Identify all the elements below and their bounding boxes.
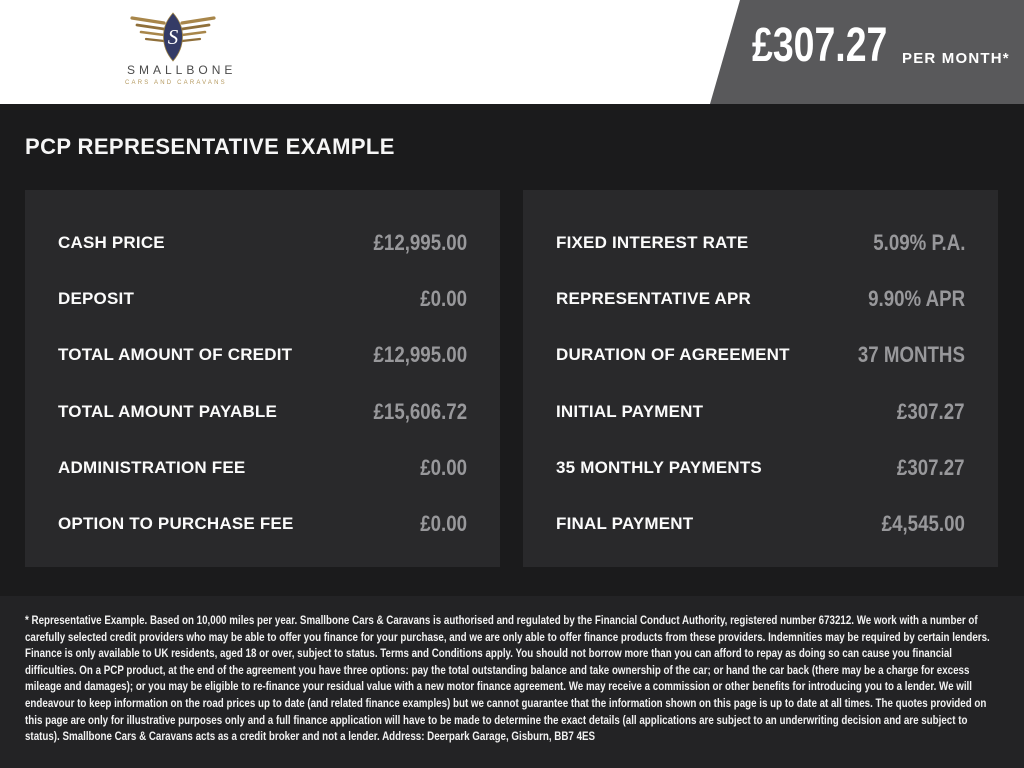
finance-details-panel-right: FIXED INTEREST RATE 5.09% P.A. REPRESENT… xyxy=(523,190,998,567)
page-title: PCP REPRESENTATIVE EXAMPLE xyxy=(25,134,395,159)
finance-row-value: 37 MONTHS xyxy=(857,342,965,368)
finance-row-value: 5.09% P.A. xyxy=(872,230,965,255)
finance-row: CASH PRICE £12,995.00 xyxy=(58,224,467,262)
finance-row-label: OPTION TO PURCHASE FEE xyxy=(58,513,294,533)
finance-row-label: FIXED INTEREST RATE xyxy=(556,233,749,252)
finance-row-value: £12,995.00 xyxy=(373,230,467,255)
finance-row: FIXED INTEREST RATE 5.09% P.A. xyxy=(556,224,965,262)
disclaimer-section: * Representative Example. Based on 10,00… xyxy=(0,596,1024,768)
smallbone-logo: S SMALLBONE CARS AND CARAVANS xyxy=(123,12,237,86)
logo-brand: SMALLBONE xyxy=(127,63,237,77)
finance-row-value: £307.27 xyxy=(897,454,965,480)
finance-row-label: TOTAL AMOUNT OF CREDIT xyxy=(58,345,293,365)
finance-row-value: £0.00 xyxy=(420,454,467,480)
monthly-price: £307.27 xyxy=(752,19,888,72)
finance-row-label: FINAL PAYMENT xyxy=(556,513,694,533)
finance-row-label: INITIAL PAYMENT xyxy=(556,401,704,421)
finance-row-label: ADMINISTRATION FEE xyxy=(58,457,246,477)
finance-row: FINAL PAYMENT £4,545.00 xyxy=(556,505,965,543)
finance-row: 35 MONTHLY PAYMENTS £307.27 xyxy=(556,449,965,487)
finance-panels: CASH PRICE £12,995.00 DEPOSIT £0.00 TOTA… xyxy=(25,190,998,567)
finance-row-value: £0.00 xyxy=(420,510,467,536)
finance-row: TOTAL AMOUNT PAYABLE £15,606.72 xyxy=(58,393,467,431)
finance-row-label: REPRESENTATIVE APR xyxy=(556,289,752,309)
logo-tagline: CARS AND CARAVANS xyxy=(125,80,227,86)
logo-emblem-icon: S xyxy=(130,12,216,62)
logo-monogram: S xyxy=(168,25,179,49)
per-month-label: PER MONTH* xyxy=(902,50,1010,67)
finance-row: REPRESENTATIVE APR 9.90% APR xyxy=(556,280,965,318)
finance-row-label: DURATION OF AGREEMENT xyxy=(556,345,790,365)
finance-row: OPTION TO PURCHASE FEE £0.00 xyxy=(58,505,467,543)
finance-row-value: £12,995.00 xyxy=(373,342,467,368)
finance-row-value: 9.90% APR xyxy=(867,286,965,312)
disclaimer-text: * Representative Example. Based on 10,00… xyxy=(25,615,990,744)
finance-row-label: TOTAL AMOUNT PAYABLE xyxy=(58,401,278,421)
finance-row: INITIAL PAYMENT £307.27 xyxy=(556,393,965,431)
page-header: S SMALLBONE CARS AND CARAVANS £307.27 PE… xyxy=(0,0,1024,104)
finance-row-value: £307.27 xyxy=(897,398,965,424)
finance-row: ADMINISTRATION FEE £0.00 xyxy=(58,449,467,487)
finance-row-value: £15,606.72 xyxy=(373,398,467,424)
finance-row: DEPOSIT £0.00 xyxy=(58,280,467,318)
monthly-price-banner: £307.27 PER MONTH* xyxy=(710,0,1024,104)
finance-row: TOTAL AMOUNT OF CREDIT £12,995.00 xyxy=(58,336,467,374)
finance-row-label: CASH PRICE xyxy=(58,233,165,252)
finance-row-label: 35 MONTHLY PAYMENTS xyxy=(556,457,762,477)
finance-row-value: £0.00 xyxy=(420,286,467,312)
finance-row-label: DEPOSIT xyxy=(58,289,135,309)
finance-details-panel-left: CASH PRICE £12,995.00 DEPOSIT £0.00 TOTA… xyxy=(25,190,500,567)
finance-row-value: £4,545.00 xyxy=(881,510,965,536)
finance-row: DURATION OF AGREEMENT 37 MONTHS xyxy=(556,336,965,374)
